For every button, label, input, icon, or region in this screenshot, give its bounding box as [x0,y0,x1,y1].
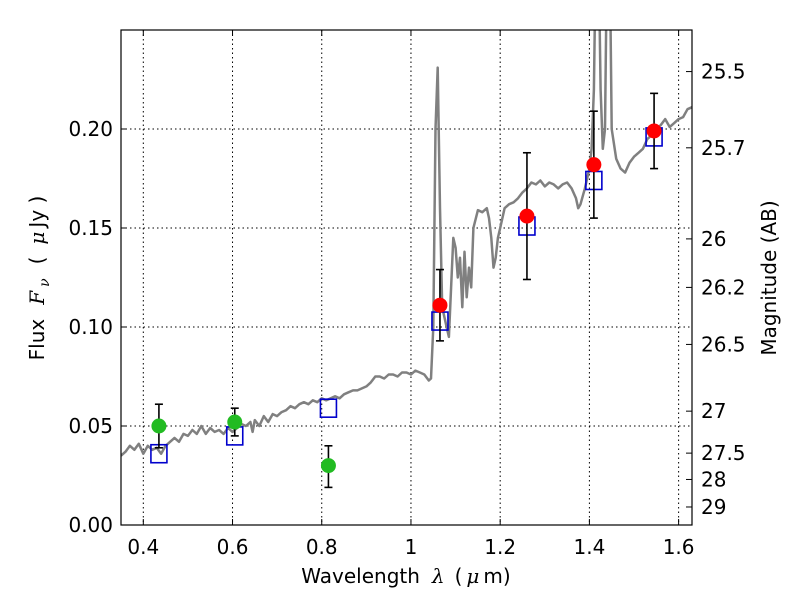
y-axis-label-symbol: F [25,290,49,306]
x-axis-label-prefix: Wavelength [301,564,420,588]
plot-frame [120,29,693,526]
y-axis-label-prefix: Flux [25,319,49,361]
right-tick-label: 26 [701,227,726,251]
model-box [319,398,338,418]
right-axis-label: Magnitude (AB) [757,200,781,355]
right-tick-label: 26.5 [701,332,746,356]
y-tick-label: 0.00 [68,513,113,537]
axis-ticks: 0.4 0.6 0.8 1 1.2 1.4 1.6 0.00 0.05 0.10 0.15 0.20 2… [68,30,746,559]
green-point [227,414,243,430]
photometry-points [151,123,662,474]
x-tick-label: 1 [405,535,418,559]
x-tick-label: 1.6 [663,535,695,559]
y-tick-label: 0.20 [68,117,113,141]
green-point [151,418,167,434]
right-tick-label: 26.2 [701,275,746,299]
red-point [586,157,602,173]
y-axis-label: Flux F ν ( μ Jy ) [25,196,53,361]
x-tick-label: 0.4 [127,535,159,559]
spectrum-layer [121,30,692,457]
right-tick-label: 25.5 [701,60,746,84]
x-tick-label: 0.6 [217,535,249,559]
y-axis-label-subscript: ν [37,278,53,287]
red-point [646,123,662,139]
right-tick-label: 27.5 [701,441,746,465]
spectrum-line [121,30,692,457]
y-axis-label-unit-open: ( [25,257,49,265]
right-tick-label: 28 [701,467,726,491]
x-tick-label: 0.8 [306,535,338,559]
x-tick-label: 1.2 [484,535,516,559]
x-tick-label: 1.4 [573,535,605,559]
grid-lines [121,30,692,525]
x-axis-label-unit-open: ( [455,564,463,588]
right-tick-label: 27 [701,399,726,423]
red-point [432,297,448,313]
green-point [320,458,336,474]
x-axis-label-symbol: λ [431,564,445,588]
x-axis-label-unit-rest: m) [483,564,510,588]
x-axis-label-unit-mu: μ [466,564,479,588]
y-tick-label: 0.10 [68,315,113,339]
y-tick-label: 0.05 [68,414,113,438]
right-tick-label: 29 [701,495,726,519]
y-axis-label-unit-rest: Jy ) [25,196,49,230]
red-point [519,208,535,224]
y-tick-label: 0.15 [68,216,113,240]
y-axis-label-unit-mu: μ [25,232,49,245]
x-axis-label: Wavelength λ ( μ m) [301,564,510,588]
right-tick-label: 25.7 [701,136,746,160]
